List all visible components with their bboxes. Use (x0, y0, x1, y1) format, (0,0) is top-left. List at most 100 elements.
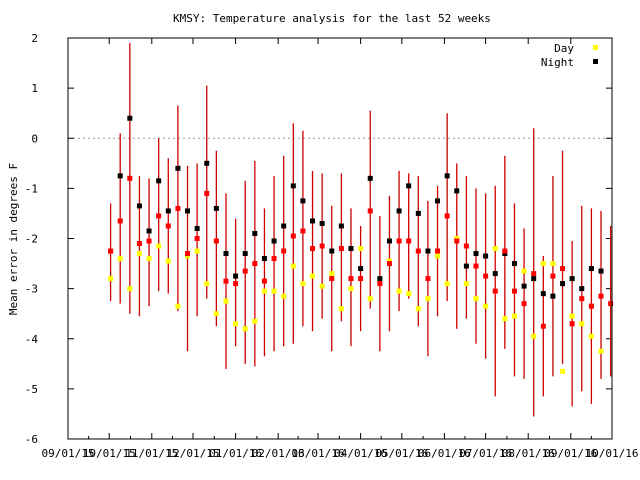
point-day (165, 258, 171, 264)
point-day (377, 278, 383, 284)
point-mean (117, 218, 123, 224)
point-day (300, 281, 306, 287)
point-day (435, 253, 441, 259)
point-mean (569, 321, 575, 327)
x-tick-label: 05/01/16 (375, 447, 428, 460)
point-mean (502, 248, 508, 254)
point-night (386, 238, 392, 244)
error-bars (109, 43, 612, 417)
point-day (242, 326, 248, 332)
legend-day-label: Day (554, 42, 574, 55)
y-tick-label: 2 (31, 32, 38, 45)
point-night (175, 165, 181, 171)
point-mean (435, 248, 441, 254)
y-tick-label: -3 (25, 283, 38, 296)
point-day (117, 256, 123, 262)
point-mean (281, 248, 287, 254)
point-night (261, 256, 267, 262)
point-night (233, 273, 239, 279)
point-mean (300, 228, 306, 234)
point-day (127, 286, 133, 292)
point-night (550, 293, 556, 299)
point-night (271, 238, 277, 244)
y-tick-label: -4 (25, 333, 39, 346)
chart-title: KMSY: Temperature analysis for the last … (173, 12, 491, 25)
legend-night-label: Night (541, 56, 574, 69)
point-day (367, 296, 373, 302)
point-night (310, 218, 316, 224)
data-points (108, 115, 614, 374)
y-axis-ticks: 2 1 0 -1 -2 -3 -4 -5 -6 (25, 32, 612, 446)
x-tick-label: 09/01/16 (544, 447, 597, 460)
point-mean (223, 278, 229, 284)
point-mean (531, 271, 537, 277)
point-mean (204, 190, 210, 196)
point-day (560, 368, 566, 374)
point-night (598, 268, 604, 274)
point-day (569, 313, 575, 319)
legend: Day Night (541, 42, 598, 69)
point-day (185, 253, 191, 259)
point-day (531, 333, 537, 339)
point-night (511, 261, 517, 267)
point-day (415, 306, 421, 312)
x-tick-label: 04/01/16 (334, 447, 387, 460)
point-night (521, 283, 527, 289)
point-night (579, 286, 585, 292)
point-night (492, 271, 498, 277)
point-day (338, 306, 344, 312)
point-mean (242, 268, 248, 274)
point-day (521, 268, 527, 274)
point-night (358, 266, 364, 272)
point-mean (377, 281, 383, 287)
point-day (252, 318, 258, 324)
point-day (588, 333, 594, 339)
point-day (406, 291, 412, 297)
point-day (290, 263, 296, 269)
point-mean (483, 273, 489, 279)
point-day (146, 256, 152, 262)
point-mean (108, 248, 114, 254)
y-tick-label: 1 (31, 82, 38, 95)
point-day (540, 261, 546, 267)
point-night (560, 281, 566, 287)
point-mean (127, 175, 133, 181)
y-tick-label: -2 (25, 233, 38, 246)
y-tick-label: 0 (31, 132, 38, 145)
point-day (444, 281, 450, 287)
point-night (377, 276, 383, 282)
point-mean (252, 261, 258, 267)
point-night (367, 175, 373, 181)
point-day (454, 236, 460, 241)
point-day (598, 348, 604, 354)
x-tick-label: 06/01/16 (418, 447, 471, 460)
point-night (454, 188, 460, 194)
point-day (473, 296, 479, 302)
x-tick-label: 07/01/16 (459, 447, 512, 460)
point-night (194, 225, 200, 231)
point-night (473, 251, 479, 257)
x-tick-label: 10/01/15 (83, 447, 136, 460)
point-mean (261, 278, 267, 284)
point-mean (579, 296, 585, 302)
point-day (261, 288, 267, 294)
point-day (175, 303, 181, 309)
point-day (156, 243, 162, 249)
point-night (348, 246, 354, 252)
point-day (319, 283, 325, 289)
y-tick-label: -6 (25, 433, 38, 446)
point-mean (396, 238, 402, 244)
x-tick-label: 02/01/16 (252, 447, 305, 460)
point-night (406, 183, 412, 189)
point-mean (165, 223, 171, 229)
point-mean (136, 241, 142, 247)
point-mean (146, 238, 152, 244)
point-night (127, 115, 133, 121)
point-night (463, 263, 469, 269)
point-day (204, 281, 210, 287)
point-mean (588, 303, 594, 309)
x-tick-label: 11/01/15 (125, 447, 178, 460)
point-mean (175, 205, 181, 211)
point-night (329, 248, 335, 254)
point-night (435, 198, 441, 204)
